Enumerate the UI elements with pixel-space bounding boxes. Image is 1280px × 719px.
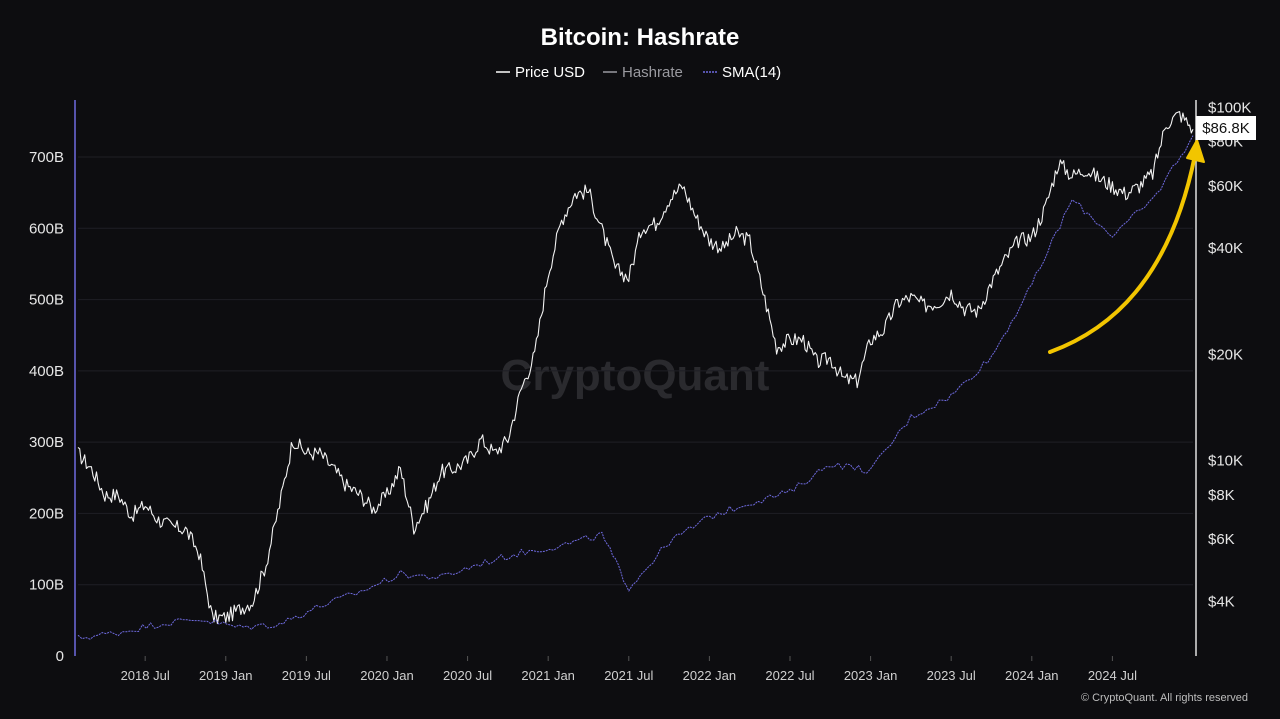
trend-arrow-icon	[1048, 139, 1205, 354]
legend-label-sma: SMA(14)	[722, 64, 781, 81]
x-tick-label: 2020 Jul	[443, 668, 492, 683]
chart-title: Bitcoin: Hashrate	[541, 24, 740, 51]
x-tick-label: 2022 Jan	[683, 668, 737, 683]
y-right-tick-label: $8K	[1208, 487, 1235, 504]
x-tick-label: 2023 Jan	[844, 668, 898, 683]
watermark: CryptoQuant	[501, 351, 770, 400]
copyright: © CryptoQuant. All rights reserved	[1081, 692, 1248, 704]
legend-label-price: Price USD	[515, 64, 585, 81]
right-axis-ticks: $100K$80K$60K$40K$20K$10K$8K$6K$4K	[1208, 99, 1251, 610]
y-right-tick-label: $40K	[1208, 240, 1243, 257]
legend-label-hashrate: Hashrate	[622, 64, 683, 81]
y-left-tick-label: 100B	[29, 577, 64, 594]
y-right-tick-label: $10K	[1208, 453, 1243, 470]
y-left-tick-label: 400B	[29, 363, 64, 380]
left-axis-ticks: 0 100B 200B 300B 400B 500B 600B 700B	[29, 149, 64, 665]
svg-text:$86.8K: $86.8K	[1202, 120, 1250, 137]
y-right-tick-label: $20K	[1208, 346, 1243, 363]
y-right-tick-label: $60K	[1208, 178, 1243, 195]
series-layer	[77, 111, 1194, 640]
x-tick-label: 2022 Jul	[765, 668, 814, 683]
y-left-tick-label: 200B	[29, 505, 64, 522]
legend: Price USD Hashrate SMA(14)	[496, 64, 781, 81]
grid-lines	[78, 156, 1193, 586]
y-left-tick-label: 600B	[29, 220, 64, 237]
x-tick-label: 2021 Jul	[604, 668, 653, 683]
x-tick-label: 2023 Jul	[927, 668, 976, 683]
y-left-tick-label: 300B	[29, 434, 64, 451]
y-right-tick-label: $6K	[1208, 531, 1235, 548]
x-tick-label: 2021 Jan	[521, 668, 575, 683]
y-left-tick-label: 500B	[29, 292, 64, 309]
y-right-tick-label: $100K	[1208, 99, 1251, 116]
x-tick-label: 2020 Jan	[360, 668, 414, 683]
y-left-tick-label: 0	[56, 648, 64, 665]
current-price-badge: $86.8K	[1196, 116, 1256, 140]
price-usd-line	[77, 111, 1194, 625]
sma14-line	[77, 135, 1194, 640]
x-tick-label: 2019 Jan	[199, 668, 253, 683]
y-left-tick-label: 700B	[29, 149, 64, 166]
x-axis-ticks: 2018 Jul 2019 Jan 2019 Jul 2020 Jan 2020 Jul…	[121, 656, 1137, 683]
x-tick-label: 2024 Jan	[1005, 668, 1059, 683]
x-tick-label: 2019 Jul	[282, 668, 331, 683]
y-right-tick-label: $4K	[1208, 593, 1235, 610]
x-tick-label: 2024 Jul	[1088, 668, 1137, 683]
x-tick-label: 2018 Jul	[121, 668, 170, 683]
